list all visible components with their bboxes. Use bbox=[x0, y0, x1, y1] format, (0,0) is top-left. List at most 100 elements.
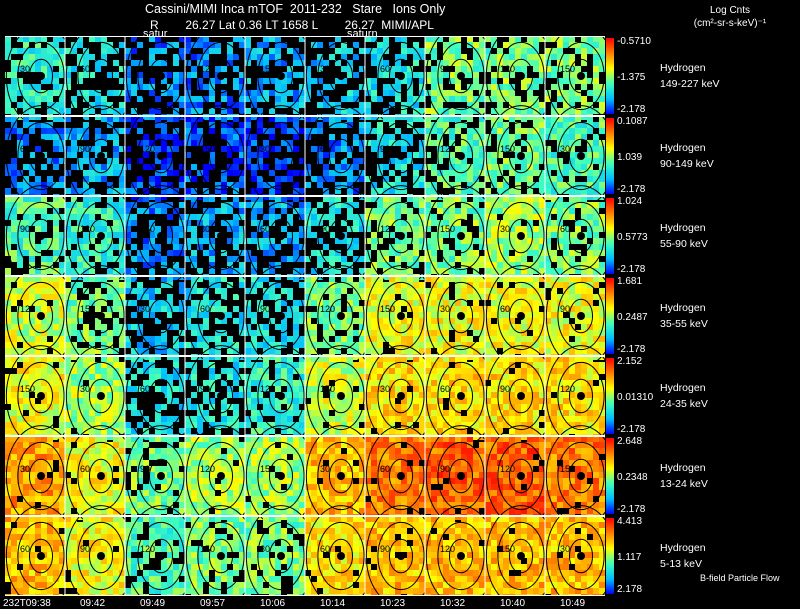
heatmap-panel: 90 bbox=[245, 265, 317, 367]
contour-line bbox=[377, 41, 425, 111]
units-line-1: Log Cnts bbox=[709, 5, 751, 16]
contour-line bbox=[388, 218, 414, 254]
contour-line bbox=[77, 521, 125, 591]
contour-line bbox=[448, 298, 474, 334]
heatmap-panel: 150 bbox=[125, 185, 197, 287]
contour-line bbox=[148, 138, 174, 174]
contour-line bbox=[77, 281, 125, 351]
saturn-marker bbox=[457, 472, 465, 480]
saturn-marker bbox=[37, 312, 45, 320]
plot-subtitle: R 26.27 Lat 0.36 LT 1658 L 26.27 MIMI/AP… bbox=[150, 18, 434, 32]
saturn-marker bbox=[97, 232, 105, 240]
contour-line bbox=[268, 138, 294, 174]
colorbar bbox=[606, 38, 614, 114]
contour-label: 90 bbox=[500, 384, 510, 394]
saturn-marker bbox=[337, 72, 345, 80]
contour-line bbox=[557, 201, 605, 271]
saturn-marker bbox=[337, 152, 345, 160]
contour-label: 30 bbox=[440, 304, 450, 314]
contour-label: 90 bbox=[380, 144, 390, 154]
contour-label: 120 bbox=[500, 464, 515, 474]
contour-line bbox=[197, 361, 245, 431]
heatmap-panel: 150 bbox=[245, 425, 317, 527]
saturn-marker bbox=[457, 152, 465, 160]
contour-line bbox=[88, 298, 114, 334]
energy-label: 5-13 keV bbox=[660, 558, 703, 570]
contour-line bbox=[137, 121, 185, 191]
colorbar-mid-label: 1.117 bbox=[617, 552, 642, 563]
contour-line bbox=[257, 361, 305, 431]
contour-label: 150 bbox=[260, 64, 275, 74]
saturn-marker bbox=[517, 312, 525, 320]
contour-line bbox=[197, 441, 245, 511]
contour-line bbox=[508, 458, 534, 494]
heatmap-panel: 120 bbox=[245, 345, 317, 447]
colorbar-min-label: -2.178 bbox=[617, 184, 646, 195]
saturn-marker bbox=[97, 152, 105, 160]
contour-line bbox=[328, 538, 354, 574]
contour-line bbox=[377, 121, 425, 191]
contour-label: 120 bbox=[500, 64, 515, 74]
contour-label: 90 bbox=[20, 224, 30, 234]
contour-line bbox=[268, 218, 294, 254]
contour-line bbox=[568, 138, 594, 174]
contour-line bbox=[257, 441, 305, 511]
heatmap-panel: 30 bbox=[5, 425, 77, 527]
contour-label: 60 bbox=[260, 224, 270, 234]
row-legend: Hydrogen 13-24 keV bbox=[660, 460, 708, 492]
saturn-marker bbox=[457, 232, 465, 240]
row-legend: Hydrogen 5-13 keV bbox=[660, 540, 706, 572]
contour-line bbox=[28, 298, 54, 334]
contour-line bbox=[388, 378, 414, 414]
footnote: B-field Particle Flow bbox=[700, 573, 780, 583]
contour-line bbox=[268, 298, 294, 334]
contour-line bbox=[137, 441, 185, 511]
contour-label: 90 bbox=[440, 464, 450, 474]
contour-label: 90 bbox=[440, 64, 450, 74]
contour-label: 60 bbox=[20, 144, 30, 154]
saturn-marker bbox=[337, 472, 345, 480]
contour-label: 30 bbox=[140, 304, 150, 314]
contour-line bbox=[208, 538, 234, 574]
heatmap-panel: 90 bbox=[365, 105, 437, 207]
contour-line bbox=[328, 138, 354, 174]
contour-line bbox=[88, 538, 114, 574]
contour-label: 150 bbox=[260, 464, 275, 474]
colorbar-mid-label: 0.01310 bbox=[617, 392, 654, 403]
contour-line bbox=[448, 378, 474, 414]
saturn-marker bbox=[397, 392, 405, 400]
contour-line bbox=[28, 458, 54, 494]
heatmap-panel: 30 bbox=[245, 505, 317, 596]
saturn-marker bbox=[37, 152, 45, 160]
contour-line bbox=[568, 218, 594, 254]
colorbar bbox=[606, 278, 614, 354]
contour-label: 30 bbox=[260, 144, 270, 154]
contour-line bbox=[377, 201, 425, 271]
contour-line bbox=[328, 378, 354, 414]
contour-line bbox=[497, 121, 545, 191]
contour-line bbox=[568, 298, 594, 334]
contour-line bbox=[508, 138, 534, 174]
contour-line bbox=[88, 218, 114, 254]
plot-title: Cassini/MIMI Inca mTOF 2011-232 Stare Io… bbox=[145, 2, 446, 16]
colorbar-min-label: 2.178 bbox=[617, 584, 643, 595]
contour-line bbox=[197, 41, 245, 111]
contour-line bbox=[557, 41, 605, 111]
colorbar-min-label: -2.178 bbox=[617, 344, 646, 355]
heatmap-panel: 30 bbox=[485, 185, 557, 287]
contour-line bbox=[448, 458, 474, 494]
contour-line bbox=[148, 218, 174, 254]
saturn-marker bbox=[457, 72, 465, 80]
contour-line bbox=[437, 41, 485, 111]
contour-line bbox=[65, 36, 137, 127]
contour-label: 90 bbox=[560, 304, 570, 314]
contour-line bbox=[497, 521, 545, 591]
contour-line bbox=[65, 105, 137, 207]
contour-line bbox=[508, 538, 534, 574]
contour-line bbox=[317, 121, 365, 191]
contour-line bbox=[437, 441, 485, 511]
contour-line bbox=[497, 201, 545, 271]
time-tick-label: 09:49 bbox=[140, 598, 166, 609]
saturn-marker bbox=[157, 72, 165, 80]
saturn-marker bbox=[37, 472, 45, 480]
